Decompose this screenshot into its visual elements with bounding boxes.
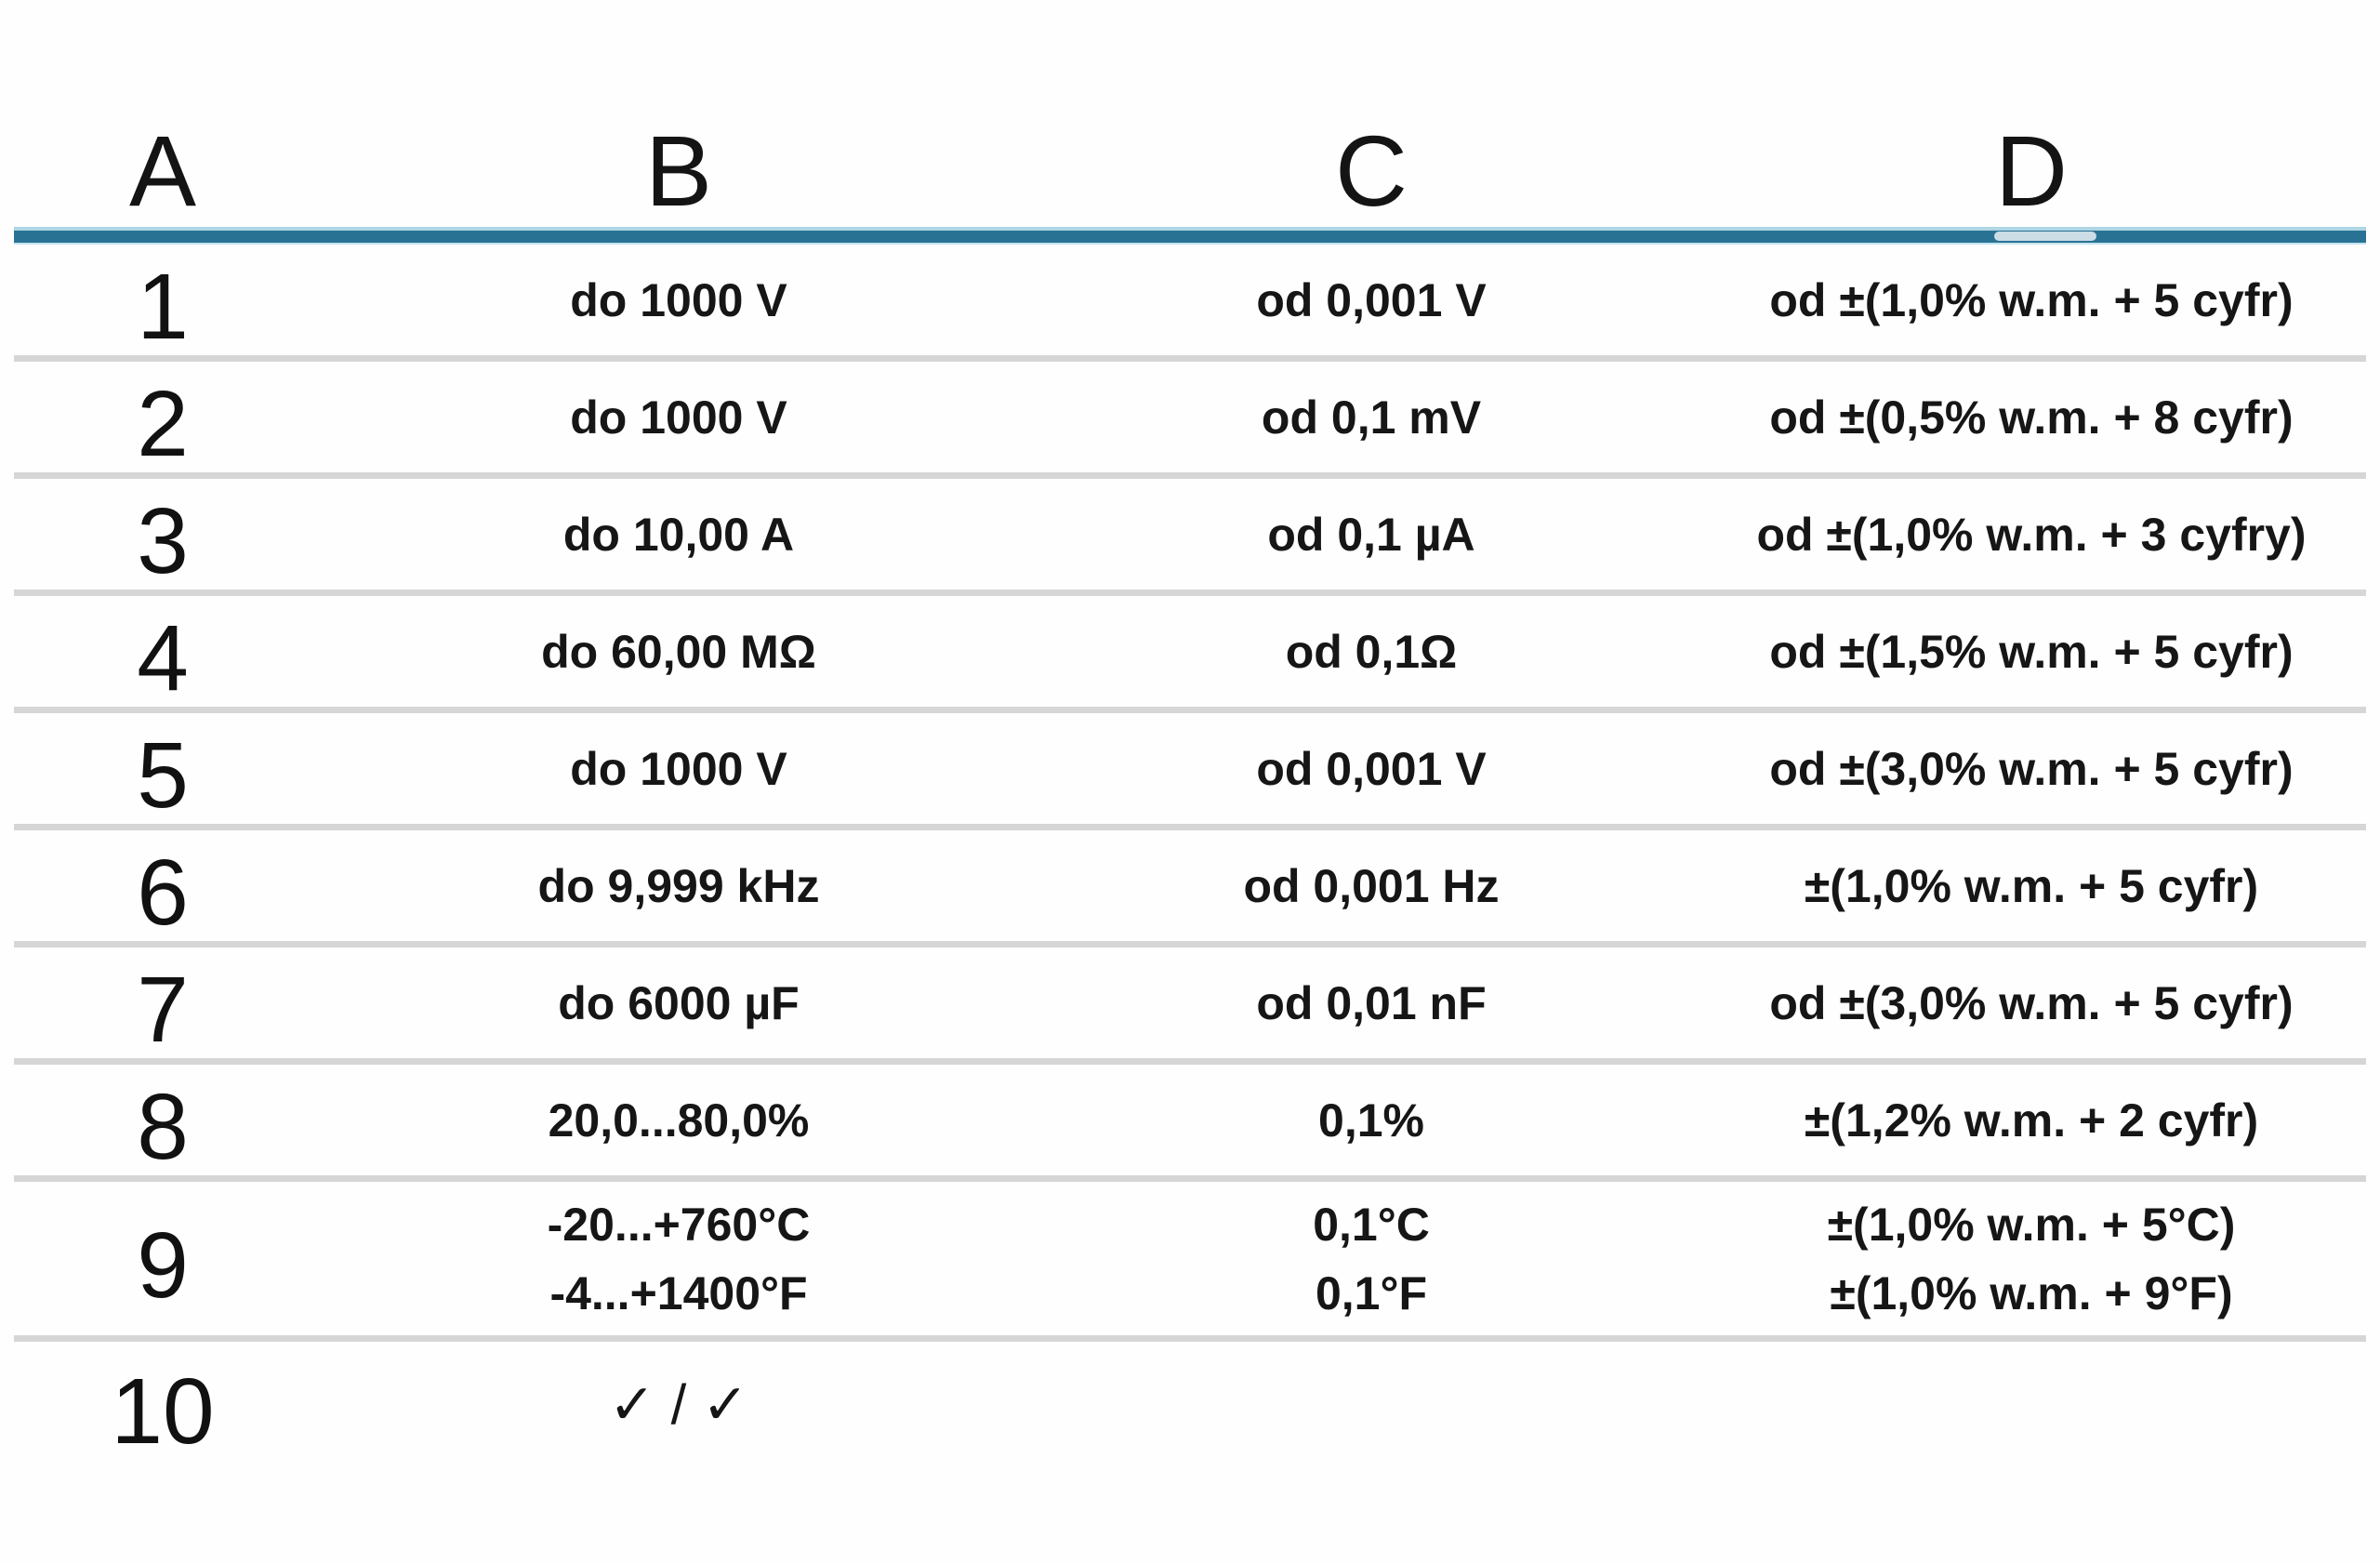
cell-line: 0,1°C [1313,1198,1430,1251]
column-header-b: B [644,114,713,227]
table-cell-c: od 0,01 nF [1256,976,1487,1029]
table-cell-b: do 1000 V [570,742,787,795]
cell-line: ±(1,0% w.m. + 9°F) [1830,1266,2233,1319]
table-cell-d: od ±(3,0% w.m. + 5 cyfr) [1769,976,2294,1029]
table-cell-b: do 9,999 kHz [537,859,820,912]
table-row: 7 do 6000 µF od 0,01 nF od ±(3,0% w.m. +… [14,948,2366,1065]
table-cell-b: do 60,00 MΩ [541,625,816,678]
table-row: 9 -20...+760°C -4...+1400°F 0,1°C 0,1°F … [14,1182,2366,1342]
table-cell-c: 0,1% [1318,1093,1424,1146]
table-cell-b: do 1000 V [570,273,787,326]
cell-line: 0,1°F [1315,1266,1428,1319]
table-cell-c [1046,1342,1697,1467]
table-cell-d: od ±(0,5% w.m. + 8 cyfr) [1769,391,2294,444]
table-row: 5 do 1000 V od 0,001 V od ±(3,0% w.m. + … [14,713,2366,830]
table-cell-b: do 1000 V [570,391,787,444]
table-cell-b: -20...+760°C -4...+1400°F [311,1182,1046,1335]
row-number: 3 [137,488,189,593]
cell-line: -4...+1400°F [549,1266,808,1319]
table-cell-b: do 10,00 A [562,508,795,561]
cell-line: ±(1,0% w.m. + 5°C) [1827,1198,2236,1251]
header-divider-line [14,227,2366,245]
column-header-d: D [1995,114,2068,227]
table-cell-c: od 0,1 µA [1267,508,1475,561]
table-header-row: A B C D [14,0,2366,227]
row-number: 1 [137,254,189,359]
table-row: 6 do 9,999 kHz od 0,001 Hz ±(1,0% w.m. +… [14,830,2366,948]
header-divider-gap-artifact [1994,232,2096,241]
table-cell-d: ±(1,0% w.m. + 5 cyfr) [1804,859,2259,912]
table-cell-b-checkmarks: ✓ / ✓ [608,1372,749,1436]
table-cell-d: od ±(1,5% w.m. + 5 cyfr) [1769,625,2294,678]
column-header-a: A [128,114,197,227]
table-cell-d: od ±(1,0% w.m. + 3 cyfry) [1756,508,2307,561]
table-cell-d: ±(1,2% w.m. + 2 cyfr) [1804,1093,2259,1146]
table-row: 8 20,0...80,0% 0,1% ±(1,2% w.m. + 2 cyfr… [14,1065,2366,1182]
table-row: 1 do 1000 V od 0,001 V od ±(1,0% w.m. + … [14,245,2366,362]
table-cell-c: od 0,001 V [1256,742,1487,795]
table-cell-d: od ±(1,0% w.m. + 5 cyfr) [1769,273,2294,326]
row-number: 7 [137,957,189,1062]
table-cell-d: ±(1,0% w.m. + 5°C) ±(1,0% w.m. + 9°F) [1697,1182,2366,1335]
column-header-c: C [1335,114,1408,227]
cell-line: -20...+760°C [547,1198,811,1251]
table-cell-c: od 0,1Ω [1285,625,1458,678]
row-number: 8 [137,1074,189,1179]
row-number: 2 [137,371,189,476]
row-number: 10 [111,1359,215,1464]
table-cell-b: do 6000 µF [558,976,800,1029]
table-row: 4 do 60,00 MΩ od 0,1Ω od ±(1,5% w.m. + 5… [14,596,2366,713]
table-cell-d [1697,1342,2366,1467]
table-row: 3 do 10,00 A od 0,1 µA od ±(1,0% w.m. + … [14,479,2366,596]
table-cell-c: od 0,001 Hz [1243,859,1500,912]
table-cell-c: od 0,1 mV [1261,391,1482,444]
row-number: 4 [137,605,189,710]
table-cell-c: od 0,001 V [1256,273,1487,326]
table-row: 10 ✓ / ✓ [14,1342,2366,1467]
spec-table: A B C D 1 do 1000 V od 0,001 V od ±(1,0%… [14,0,2366,1467]
table-row: 2 do 1000 V od 0,1 mV od ±(0,5% w.m. + 8… [14,362,2366,479]
table-cell-c: 0,1°C 0,1°F [1046,1182,1697,1335]
table-cell-d: od ±(3,0% w.m. + 5 cyfr) [1769,742,2294,795]
row-number: 9 [137,1213,189,1318]
row-number: 5 [137,722,189,828]
row-number: 6 [137,840,189,945]
table-cell-b: 20,0...80,0% [548,1093,810,1146]
